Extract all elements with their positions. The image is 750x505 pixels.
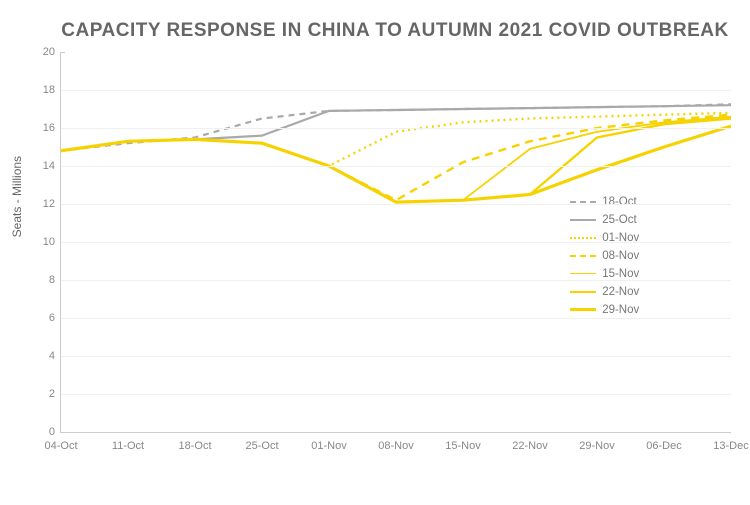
y-tick: 12 [43,198,61,210]
legend-item: 22-Nov [570,283,639,301]
x-tick: 15-Nov [445,432,480,452]
x-tick: 29-Nov [579,432,614,452]
legend-swatch [570,273,596,274]
chart-title: CAPACITY RESPONSE IN CHINA TO AUTUMN 202… [60,20,730,42]
y-tick: 4 [49,350,61,362]
y-tick: 20 [43,46,61,58]
series-line [61,119,731,203]
gridline [61,242,731,243]
x-tick: 08-Nov [378,432,413,452]
x-tick: 04-Oct [44,432,77,452]
legend-item: 18-Oct [570,193,639,211]
y-tick: 2 [49,388,61,400]
legend-swatch [570,308,596,311]
x-tick: 06-Dec [646,432,681,452]
legend-swatch [570,291,596,293]
gridline [61,166,731,167]
y-tick: 6 [49,312,61,324]
y-tick: 8 [49,274,61,286]
gridline [61,394,731,395]
legend: 18-Oct 25-Oct 01-Nov 08-Nov 15-Nov 22-Nov 29-N… [570,193,639,319]
legend-item: 29-Nov [570,301,639,319]
gridline [61,356,731,357]
x-tick: 13-Dec [713,432,748,452]
gridline [61,204,731,205]
y-axis-label: Seats - Millions [10,156,24,237]
legend-label: 22-Nov [602,286,639,298]
series-line [61,126,731,202]
y-tick: 18 [43,84,61,96]
legend-label: 15-Nov [602,268,639,280]
legend-label: 08-Nov [602,250,639,262]
x-tick: 18-Oct [178,432,211,452]
x-tick: 01-Nov [311,432,346,452]
legend-label: 29-Nov [602,304,639,316]
gridline [61,128,731,129]
gridline [61,280,731,281]
x-tick: 22-Nov [512,432,547,452]
plot-area: 18-Oct 25-Oct 01-Nov 08-Nov 15-Nov 22-Nov 29-N… [60,52,731,433]
x-tick: 11-Oct [112,432,144,452]
legend-swatch [570,219,596,221]
legend-item: 01-Nov [570,229,639,247]
legend-swatch [570,237,596,239]
y-tick: 14 [43,160,61,172]
y-tick: 16 [43,122,61,134]
y-tick: 10 [43,236,61,248]
legend-label: 25-Oct [602,214,637,226]
legend-item: 25-Oct [570,211,639,229]
gridline [61,318,731,319]
legend-swatch [570,255,596,257]
legend-item: 08-Nov [570,247,639,265]
legend-swatch [570,201,596,203]
gridline [61,90,731,91]
x-tick: 25-Oct [245,432,278,452]
legend-label: 18-Oct [602,196,637,208]
